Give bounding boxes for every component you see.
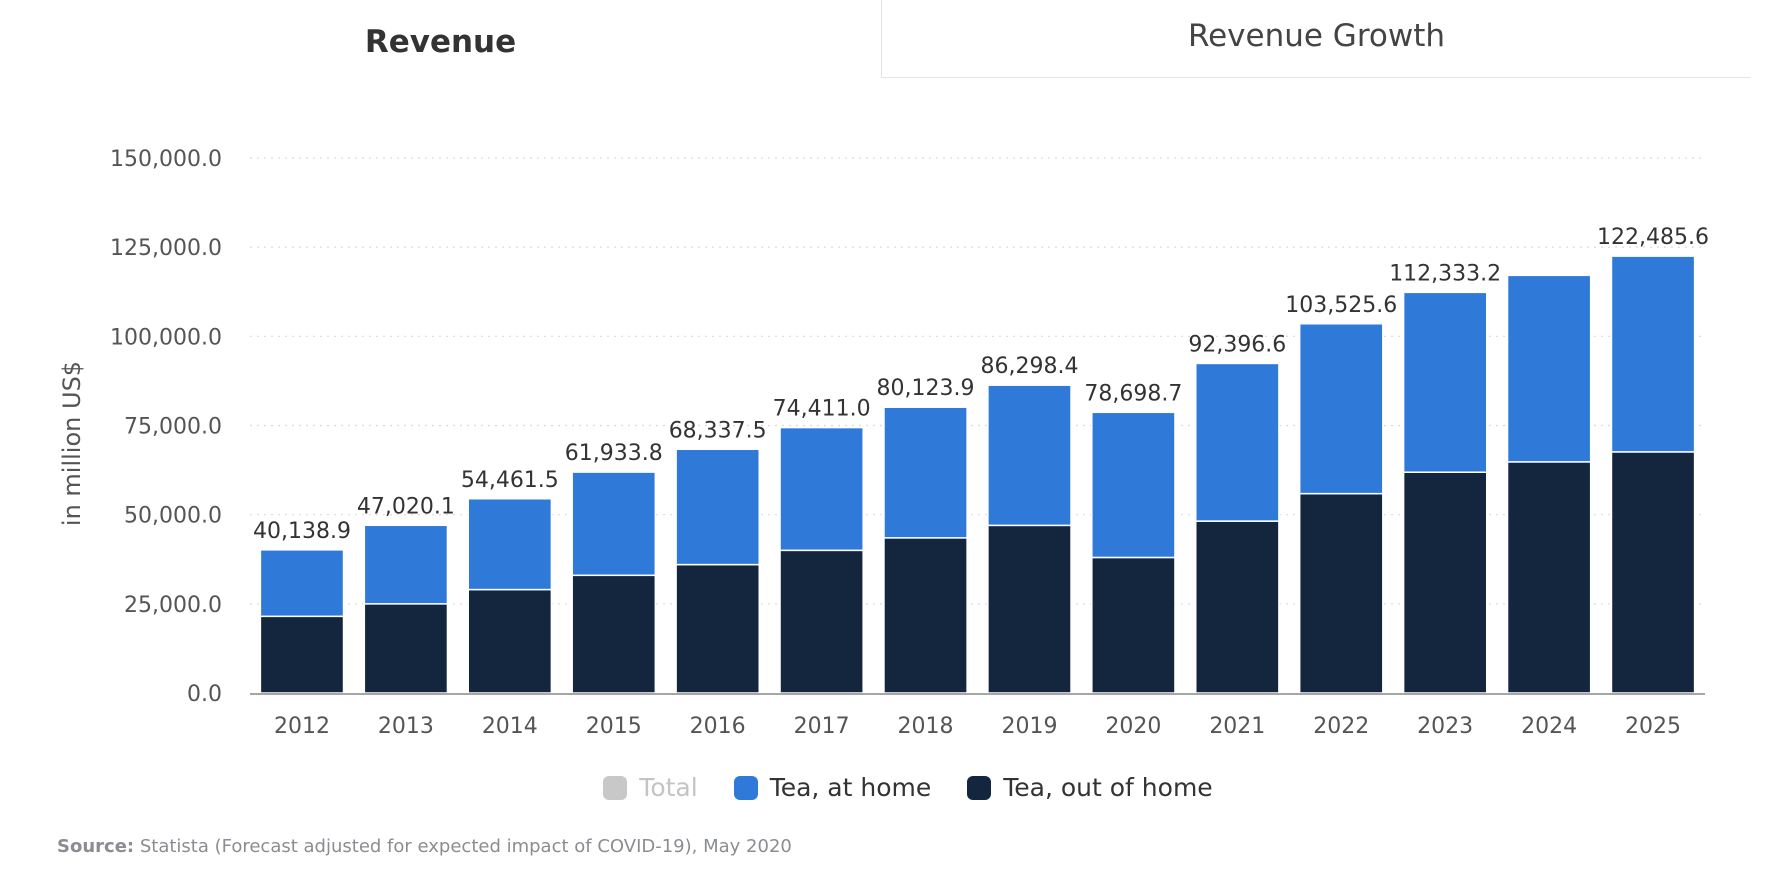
- tab-revenue[interactable]: Revenue: [0, 0, 881, 78]
- bar-tea-out-of-home[interactable]: [1402, 471, 1488, 694]
- x-tick-label: 2019: [1001, 714, 1057, 739]
- x-tick-label: 2014: [482, 714, 538, 739]
- legend-item-tea-out-of-home[interactable]: Tea, out of home: [967, 773, 1213, 802]
- bar-tea-at-home[interactable]: [571, 471, 657, 577]
- x-tick-label: 2013: [378, 714, 434, 739]
- legend-label-tea-at-home: Tea, at home: [769, 773, 932, 802]
- bar-tea-at-home[interactable]: [1091, 411, 1176, 559]
- bar-tea-at-home[interactable]: [467, 498, 553, 591]
- bar-tea-out-of-home[interactable]: [675, 563, 760, 694]
- y-tick-label: 0.0: [187, 682, 222, 707]
- data-label-total: 92,396.6: [1188, 332, 1286, 357]
- x-tick-label: 2022: [1313, 714, 1369, 739]
- x-axis-ticks: 2012 2013 2014 2015 2016 2017 2018 2019 2020 2021…: [274, 714, 1681, 739]
- tab-revenue-growth[interactable]: Revenue Growth: [881, 0, 1751, 78]
- legend-swatch-tea-out-of-home: [967, 775, 992, 800]
- source-note: Source: Statista (Forecast adjusted for …: [57, 836, 792, 857]
- bar-tea-at-home[interactable]: [675, 448, 760, 566]
- y-tick-label: 75,000.0: [124, 415, 222, 440]
- bar-tea-at-home[interactable]: [1610, 255, 1696, 453]
- bar-tea-at-home[interactable]: [1402, 291, 1488, 473]
- x-tick-label: 2020: [1105, 714, 1161, 739]
- data-label-total: 122,485.6: [1597, 225, 1709, 250]
- bar-tea-out-of-home[interactable]: [1610, 451, 1696, 694]
- source-text: Statista (Forecast adjusted for expected…: [139, 836, 792, 857]
- legend-label-tea-out-of-home: Tea, out of home: [1003, 773, 1213, 802]
- y-tick-label: 100,000.0: [110, 325, 222, 350]
- legend-swatch-tea-at-home: [733, 775, 758, 800]
- y-tick-label: 150,000.0: [110, 147, 222, 172]
- data-label-total: 68,337.5: [669, 418, 767, 443]
- data-label-total: 54,461.5: [461, 468, 559, 493]
- data-label-total: 112,333.2: [1389, 261, 1501, 286]
- bar-tea-out-of-home[interactable]: [987, 524, 1072, 694]
- bar-tea-out-of-home[interactable]: [779, 549, 864, 694]
- data-label-total: 78,698.7: [1084, 381, 1182, 406]
- data-label-total: 40,138.9: [253, 519, 351, 544]
- bar-tea-at-home[interactable]: [1298, 323, 1384, 495]
- legend-item-total[interactable]: Total: [603, 773, 698, 802]
- data-label-total: 47,020.1: [357, 494, 455, 519]
- bar-tea-out-of-home[interactable]: [363, 603, 449, 694]
- bar-tea-at-home[interactable]: [259, 549, 345, 618]
- bar-tea-at-home[interactable]: [363, 524, 449, 605]
- legend-label-total: Total: [639, 773, 698, 802]
- legend-item-tea-at-home[interactable]: Tea, at home: [733, 773, 932, 802]
- bar-tea-at-home[interactable]: [883, 406, 968, 539]
- legend: Total Tea, at home Tea, out of home: [0, 773, 1780, 802]
- tab-revenue-label: Revenue: [364, 24, 517, 60]
- data-label-total: 86,298.4: [980, 354, 1078, 379]
- y-axis-label: in million US$: [58, 361, 86, 526]
- x-tick-label: 2012: [274, 714, 330, 739]
- bar-tea-at-home[interactable]: [1506, 274, 1592, 463]
- x-tick-label: 2018: [898, 714, 954, 739]
- bar-tea-out-of-home[interactable]: [467, 588, 553, 694]
- revenue-bar-chart: 0.0 25,000.0 50,000.0 75,000.0 100,000.0 125,…: [58, 147, 1709, 739]
- y-tick-label: 50,000.0: [124, 504, 222, 529]
- x-tick-label: 2015: [586, 714, 642, 739]
- data-label-total: 80,123.9: [877, 376, 975, 401]
- bar-tea-at-home[interactable]: [1195, 362, 1280, 522]
- bar-tea-out-of-home[interactable]: [883, 537, 968, 694]
- y-tick-label: 25,000.0: [124, 593, 222, 618]
- x-tick-label: 2021: [1209, 714, 1265, 739]
- bar-tea-at-home[interactable]: [987, 384, 1072, 527]
- x-tick-label: 2025: [1625, 714, 1681, 739]
- bar-tea-out-of-home[interactable]: [1298, 492, 1384, 694]
- y-tick-label: 125,000.0: [110, 236, 222, 261]
- y-axis-ticks: 0.0 25,000.0 50,000.0 75,000.0 100,000.0 125,…: [110, 147, 222, 707]
- x-tick-label: 2024: [1521, 714, 1577, 739]
- data-labels: 40,138.947,020.154,461.561,933.868,337.5…: [253, 225, 1709, 544]
- bar-tea-out-of-home[interactable]: [1506, 461, 1592, 694]
- bar-tea-out-of-home[interactable]: [1195, 520, 1280, 694]
- x-tick-label: 2023: [1417, 714, 1473, 739]
- data-label-total: 61,933.8: [565, 441, 663, 466]
- legend-swatch-total: [603, 775, 628, 800]
- bars: [259, 255, 1696, 694]
- bar-tea-out-of-home[interactable]: [259, 615, 345, 694]
- tab-revenue-growth-label: Revenue Growth: [1187, 17, 1446, 54]
- x-tick-label: 2016: [690, 714, 746, 739]
- source-key: Source:: [57, 836, 135, 857]
- data-label-total: 103,525.6: [1285, 293, 1397, 318]
- bar-tea-out-of-home[interactable]: [571, 574, 657, 694]
- x-tick-label: 2017: [794, 714, 850, 739]
- data-label-total: 74,411.0: [773, 397, 871, 422]
- bar-tea-out-of-home[interactable]: [1091, 556, 1176, 694]
- bar-tea-at-home[interactable]: [779, 426, 864, 552]
